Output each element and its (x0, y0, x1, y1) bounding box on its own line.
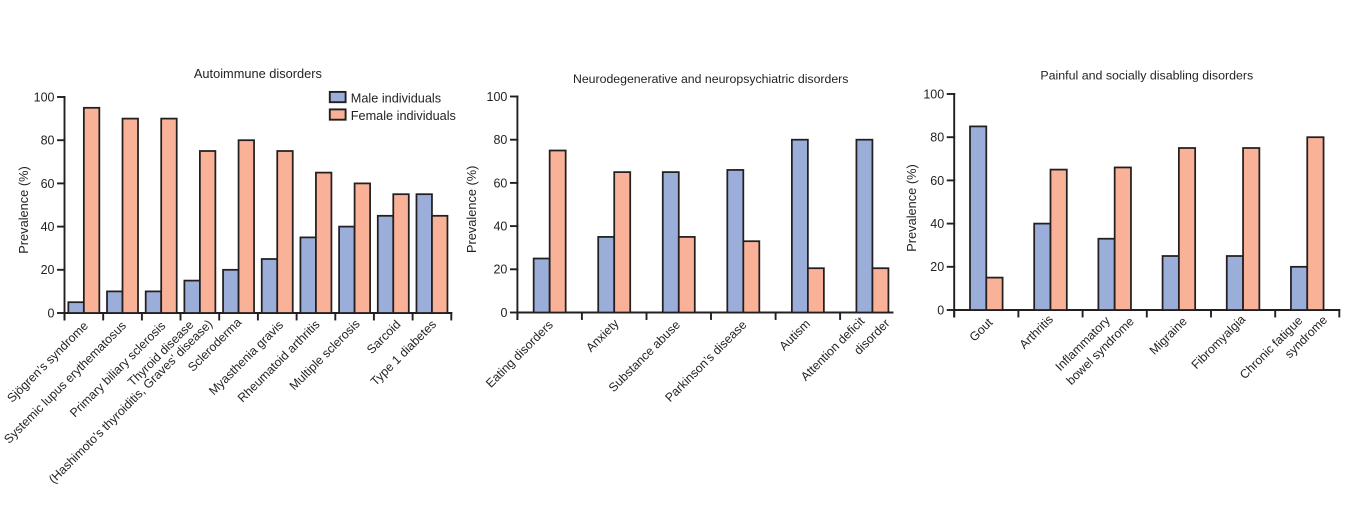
svg-text:40: 40 (930, 217, 944, 231)
svg-text:20: 20 (930, 260, 944, 274)
svg-text:60: 60 (493, 176, 507, 190)
svg-text:Multiple sclerosis: Multiple sclerosis (287, 317, 363, 393)
svg-text:0: 0 (48, 306, 55, 320)
svg-text:100: 100 (923, 87, 944, 101)
svg-text:Type 1 diabetes: Type 1 diabetes (368, 317, 439, 388)
svg-text:Female individuals: Female individuals (351, 109, 456, 123)
svg-text:Autoimmune disorders: Autoimmune disorders (194, 66, 322, 81)
svg-text:Autism: Autism (777, 317, 813, 353)
svg-text:80: 80 (930, 131, 944, 145)
svg-text:80: 80 (41, 134, 55, 148)
svg-text:Painful and socially disabling: Painful and socially disabling disorders (1040, 69, 1253, 83)
svg-text:0: 0 (937, 303, 944, 317)
svg-text:20: 20 (41, 263, 55, 277)
svg-text:Gout: Gout (967, 315, 996, 344)
svg-text:Prevalence (%): Prevalence (%) (16, 166, 31, 253)
svg-text:0: 0 (500, 306, 507, 320)
svg-text:Prevalence (%): Prevalence (%) (904, 164, 919, 251)
svg-text:Arthritis: Arthritis (1017, 312, 1056, 351)
svg-text:Fibromyalgia: Fibromyalgia (1189, 312, 1249, 372)
svg-text:60: 60 (41, 177, 55, 191)
svg-text:80: 80 (493, 133, 507, 147)
svg-text:60: 60 (930, 174, 944, 188)
svg-text:Prevalence (%): Prevalence (%) (464, 166, 479, 253)
svg-text:Eating disorders: Eating disorders (483, 318, 556, 391)
svg-text:100: 100 (34, 90, 55, 104)
svg-text:100: 100 (487, 90, 508, 104)
svg-text:Male individuals: Male individuals (351, 91, 441, 105)
svg-text:20: 20 (493, 263, 507, 277)
svg-text:Migraine: Migraine (1147, 314, 1190, 357)
svg-text:40: 40 (493, 220, 507, 234)
svg-text:40: 40 (41, 220, 55, 234)
svg-text:Anxiety: Anxiety (583, 316, 622, 355)
svg-text:Neurodegenerative and neuropsy: Neurodegenerative and neuropsychiatric d… (573, 72, 848, 86)
